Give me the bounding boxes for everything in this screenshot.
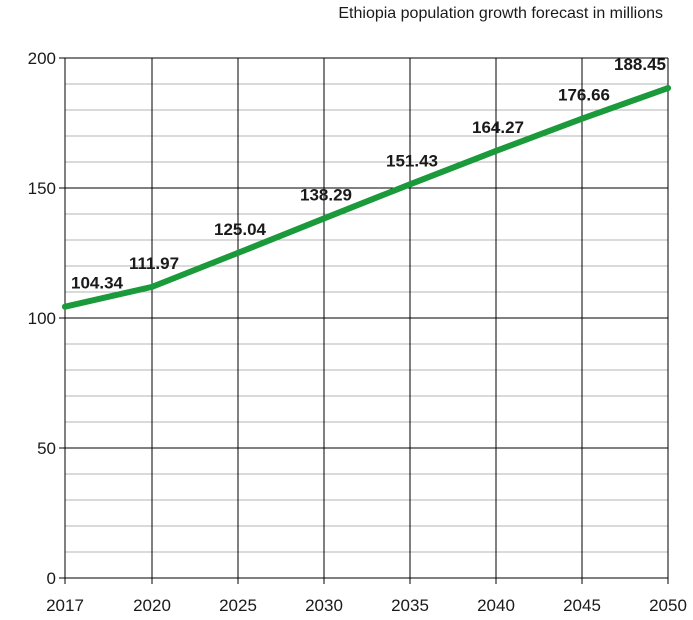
data-label: 164.27 — [472, 118, 524, 137]
data-point — [235, 249, 241, 256]
y-tick-label: 50 — [37, 439, 56, 458]
x-tick-label: 2030 — [305, 596, 343, 615]
data-point — [493, 147, 499, 154]
data-point — [321, 215, 327, 222]
series-line — [62, 85, 671, 310]
chart-title: Ethiopia population growth forecast in m… — [338, 5, 663, 22]
x-tick-label: 2020 — [133, 596, 171, 615]
data-label: 111.97 — [129, 254, 179, 273]
data-label: 138.29 — [300, 185, 352, 204]
data-label: 151.43 — [386, 151, 438, 170]
data-label: 176.66 — [558, 86, 610, 105]
x-tick-label: 2017 — [46, 596, 84, 615]
x-tick-label: 2045 — [563, 596, 601, 615]
x-tick-label: 2025 — [219, 596, 257, 615]
data-point — [62, 303, 68, 310]
x-tick-label: 2050 — [649, 596, 687, 615]
y-tick-label: 100 — [28, 309, 56, 328]
y-tick-label: 0 — [47, 569, 56, 588]
x-tick-label: 2035 — [391, 596, 429, 615]
data-point — [579, 115, 585, 122]
data-point — [149, 283, 155, 290]
data-label: 188.45 — [614, 55, 666, 74]
y-tick-label: 200 — [28, 49, 56, 68]
data-point — [407, 181, 413, 188]
data-point — [665, 85, 671, 92]
data-label: 104.34 — [71, 274, 124, 293]
x-tick-label: 2040 — [477, 596, 515, 615]
data-label: 125.04 — [214, 220, 267, 239]
y-tick-label: 150 — [28, 179, 56, 198]
